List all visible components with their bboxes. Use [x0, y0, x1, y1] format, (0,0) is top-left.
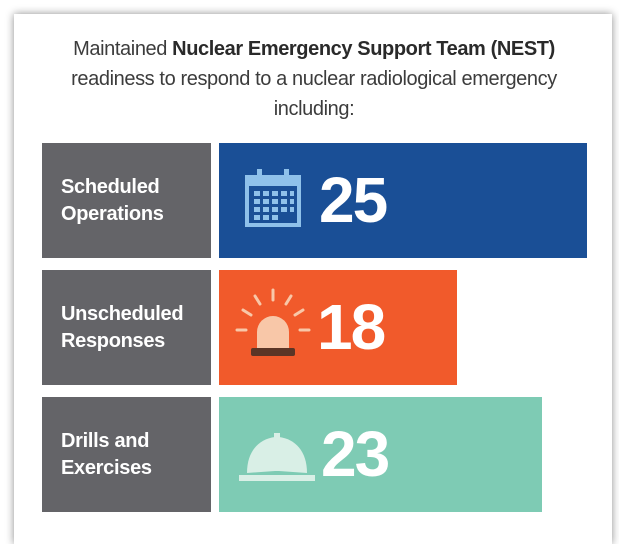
row-label: Unscheduled Responses: [42, 270, 211, 385]
title-text: readiness to respond to a nuclear radiol…: [71, 68, 557, 120]
row-value: 18: [317, 291, 386, 363]
row-bar: 18: [219, 270, 457, 385]
card: Maintained Nuclear Emergency Support Tea…: [14, 14, 612, 544]
row-bar: 23: [219, 397, 542, 512]
row-value: 25: [319, 164, 388, 236]
hardhat-icon: [239, 433, 315, 481]
calendar-icon: [245, 169, 301, 227]
title-text: Maintained: [73, 38, 167, 60]
row-bar: 25: [219, 143, 587, 258]
title: Maintained Nuclear Emergency Support Tea…: [44, 34, 584, 124]
row-label: Scheduled Operations: [42, 143, 211, 258]
row-label: Drills and Exercises: [42, 397, 211, 512]
alarm-icon: [235, 288, 311, 356]
row-value: 23: [321, 418, 390, 490]
title-bold: Nuclear Emergency Support Team (NEST): [172, 38, 555, 60]
